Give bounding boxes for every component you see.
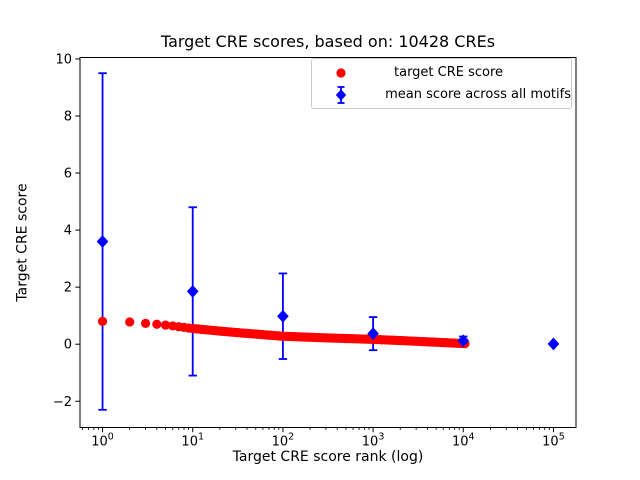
x-axis-label: Target CRE score rank (log): [232, 449, 424, 465]
svg-text:100: 100: [91, 432, 114, 450]
svg-text:102: 102: [272, 432, 295, 450]
svg-text:104: 104: [452, 432, 475, 450]
legend-label-target-cre-score: target CRE score: [394, 65, 504, 80]
red-circle-marker-icon: [336, 67, 346, 78]
svg-text:8: 8: [64, 109, 72, 124]
legend-entry-target-cre-score: target CRE score: [318, 62, 571, 84]
chart-title: Target CRE scores, based on: 10428 CREs: [160, 32, 496, 51]
svg-text:0: 0: [64, 338, 72, 353]
svg-text:−2: −2: [53, 395, 72, 410]
legend-entry-mean-score: mean score across all motifs: [318, 84, 571, 106]
y-axis-label: Target CRE score: [14, 183, 31, 302]
blue-diamond-errorbar-marker-icon: [335, 85, 347, 104]
svg-text:101: 101: [181, 432, 204, 450]
svg-text:2: 2: [64, 281, 72, 296]
svg-text:105: 105: [542, 432, 565, 450]
legend-label-mean-score: mean score across all motifs: [385, 87, 571, 102]
svg-text:4: 4: [64, 224, 72, 239]
svg-text:10: 10: [55, 52, 72, 67]
svg-text:6: 6: [64, 167, 72, 182]
svg-text:103: 103: [362, 432, 385, 450]
legend: target CRE score mean score across all m…: [311, 58, 572, 109]
